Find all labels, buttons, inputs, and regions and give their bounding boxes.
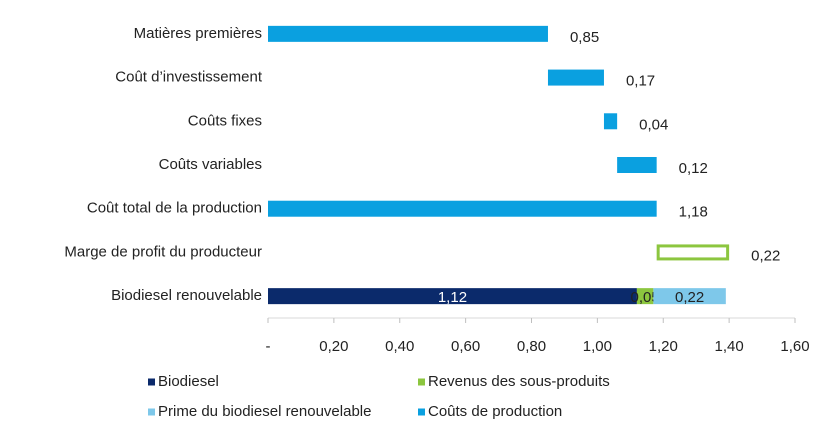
- bar: [268, 25, 548, 42]
- value-label: 0,12: [679, 160, 708, 177]
- bar: [636, 288, 654, 305]
- value-label: 0,22: [751, 247, 780, 264]
- x-tick-label: 0,20: [319, 338, 348, 355]
- value-label: 0,05: [631, 289, 660, 306]
- bar: [268, 288, 637, 305]
- bar: [268, 200, 657, 217]
- category-label: Matières premières: [134, 25, 262, 42]
- x-tick-label: 0,60: [451, 338, 480, 355]
- legend-label: Revenus des sous-produits: [428, 373, 610, 390]
- bar: [617, 157, 657, 173]
- x-tick-label: -: [266, 338, 271, 355]
- value-label: 0,04: [639, 116, 668, 133]
- legend-swatch: [148, 378, 155, 386]
- bar-outline: [656, 244, 730, 261]
- legend-swatch: [418, 378, 425, 386]
- legend-swatch: [418, 408, 425, 416]
- bar: [547, 69, 604, 86]
- value-label: 0,22: [675, 289, 704, 306]
- value-label: 1,12: [438, 289, 467, 306]
- x-tick-label: 1,20: [649, 338, 678, 355]
- legend-label: Coûts de production: [428, 403, 562, 420]
- x-tick-label: 1,40: [715, 338, 744, 355]
- value-label: 0,17: [626, 73, 655, 90]
- x-tick-label: 1,60: [780, 338, 809, 355]
- value-label: 1,18: [679, 204, 708, 221]
- category-label: Coût total de la production: [87, 200, 262, 217]
- bar: [653, 288, 726, 305]
- category-label: Coûts variables: [159, 156, 262, 173]
- x-tick-label: 1,00: [583, 338, 612, 355]
- legend-swatch: [148, 408, 155, 416]
- bar: [603, 113, 618, 130]
- category-label: Biodiesel renouvelable: [111, 287, 262, 304]
- legend-label: Prime du biodiesel renouvelable: [158, 403, 371, 420]
- category-label: Marge de profit du producteur: [64, 243, 262, 260]
- category-label: Coûts fixes: [188, 112, 262, 129]
- x-tick-label: 0,80: [517, 338, 546, 355]
- legend-label: Biodiesel: [158, 373, 219, 390]
- value-label: 0,85: [570, 29, 599, 46]
- x-tick-label: 0,40: [385, 338, 414, 355]
- category-label: Coût d’investissement: [115, 69, 263, 86]
